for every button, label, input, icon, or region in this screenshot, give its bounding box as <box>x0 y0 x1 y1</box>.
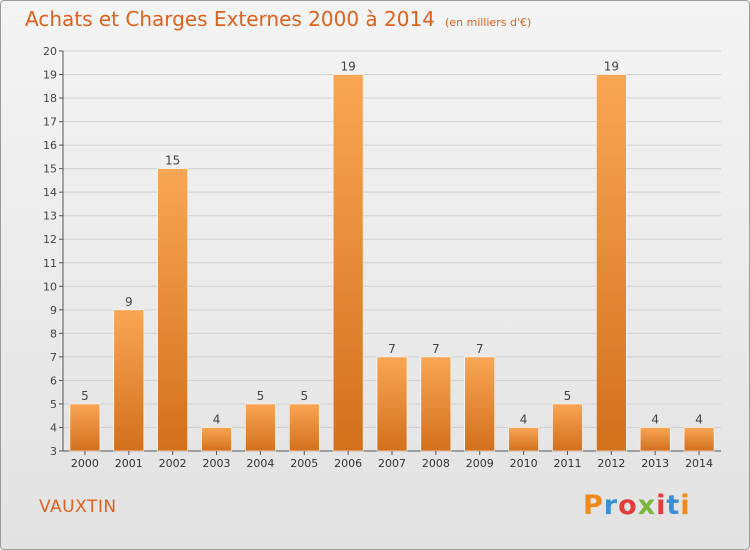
bar <box>245 403 276 452</box>
x-tick-label: 2002 <box>159 457 187 470</box>
x-tick-label: 2011 <box>553 457 581 470</box>
logo-letter: P <box>583 490 604 521</box>
bar-value-label: 7 <box>476 342 484 356</box>
y-tick-label: 3 <box>50 445 57 458</box>
bar <box>376 356 408 452</box>
x-tick-label: 2006 <box>334 457 362 470</box>
x-tick-label: 2009 <box>466 457 494 470</box>
chart-title: Achats et Charges Externes 2000 à 2014 (e… <box>25 7 531 31</box>
y-tick-label: 9 <box>50 304 57 317</box>
y-tick-label: 7 <box>50 351 57 364</box>
y-tick-label: 16 <box>43 139 57 152</box>
bar <box>464 356 496 452</box>
bar <box>508 427 539 452</box>
logo-letter: r <box>603 490 619 521</box>
y-tick-label: 13 <box>43 210 57 223</box>
logo-letter: i <box>680 490 691 521</box>
x-tick-label: 2000 <box>71 457 99 470</box>
y-tick-label: 8 <box>50 327 57 340</box>
logo-letter: o <box>618 490 638 521</box>
y-tick-label: 17 <box>43 116 57 129</box>
bar <box>69 403 101 452</box>
y-tick-label: 11 <box>43 257 57 270</box>
bar-value-label: 5 <box>257 389 265 403</box>
bar-value-label: 4 <box>520 412 528 426</box>
x-tick-label: 2010 <box>510 457 538 470</box>
y-tick-label: 12 <box>43 233 57 246</box>
y-tick-label: 20 <box>43 45 57 58</box>
x-tick-label: 2003 <box>203 457 231 470</box>
bar-value-label: 4 <box>651 412 659 426</box>
bar <box>113 309 145 452</box>
bar-value-label: 19 <box>604 60 619 74</box>
x-tick-label: 2004 <box>246 457 274 470</box>
bar-value-label: 5 <box>300 389 308 403</box>
bar-value-label: 4 <box>213 412 221 426</box>
y-tick-label: 5 <box>50 398 57 411</box>
y-tick-label: 4 <box>50 421 57 434</box>
chart-unit: (en milliers d'€) <box>444 16 532 29</box>
y-tick-label: 18 <box>43 92 57 105</box>
logo-letter: x <box>637 490 657 521</box>
proxiti-logo: Proxiti <box>583 490 691 521</box>
bar-value-label: 7 <box>432 342 440 356</box>
x-tick-label: 2013 <box>641 457 669 470</box>
x-tick-label: 2007 <box>378 457 406 470</box>
bar-value-label: 7 <box>388 342 396 356</box>
bar <box>201 427 232 452</box>
y-tick-label: 10 <box>43 280 57 293</box>
bar <box>596 74 627 452</box>
chart-title-text: Achats et Charges Externes 2000 à 2014 <box>25 7 435 31</box>
bar <box>683 427 715 452</box>
y-tick-label: 15 <box>43 163 57 176</box>
x-tick-label: 2005 <box>290 457 318 470</box>
x-tick-label: 2008 <box>422 457 450 470</box>
bar-value-label: 5 <box>81 389 89 403</box>
x-tick-label: 2014 <box>685 457 713 470</box>
x-tick-label: 2012 <box>597 457 625 470</box>
bar <box>288 403 320 452</box>
x-tick-label: 2001 <box>115 457 143 470</box>
logo-letter: t <box>666 490 681 521</box>
bar <box>420 356 452 452</box>
bar-value-label: 19 <box>340 60 355 74</box>
y-tick-label: 19 <box>43 69 57 82</box>
bar <box>552 403 583 452</box>
bar-value-label: 15 <box>165 154 180 168</box>
y-tick-label: 14 <box>43 186 57 199</box>
bar <box>639 427 671 452</box>
y-tick-label: 6 <box>50 374 57 387</box>
place-name: VAUXTIN <box>39 497 117 517</box>
bar-value-label: 5 <box>564 389 572 403</box>
bar <box>157 168 188 452</box>
bar <box>332 74 364 452</box>
logo-letter: i <box>656 490 667 521</box>
bar-value-label: 4 <box>695 412 703 426</box>
bar-value-label: 9 <box>125 295 133 309</box>
